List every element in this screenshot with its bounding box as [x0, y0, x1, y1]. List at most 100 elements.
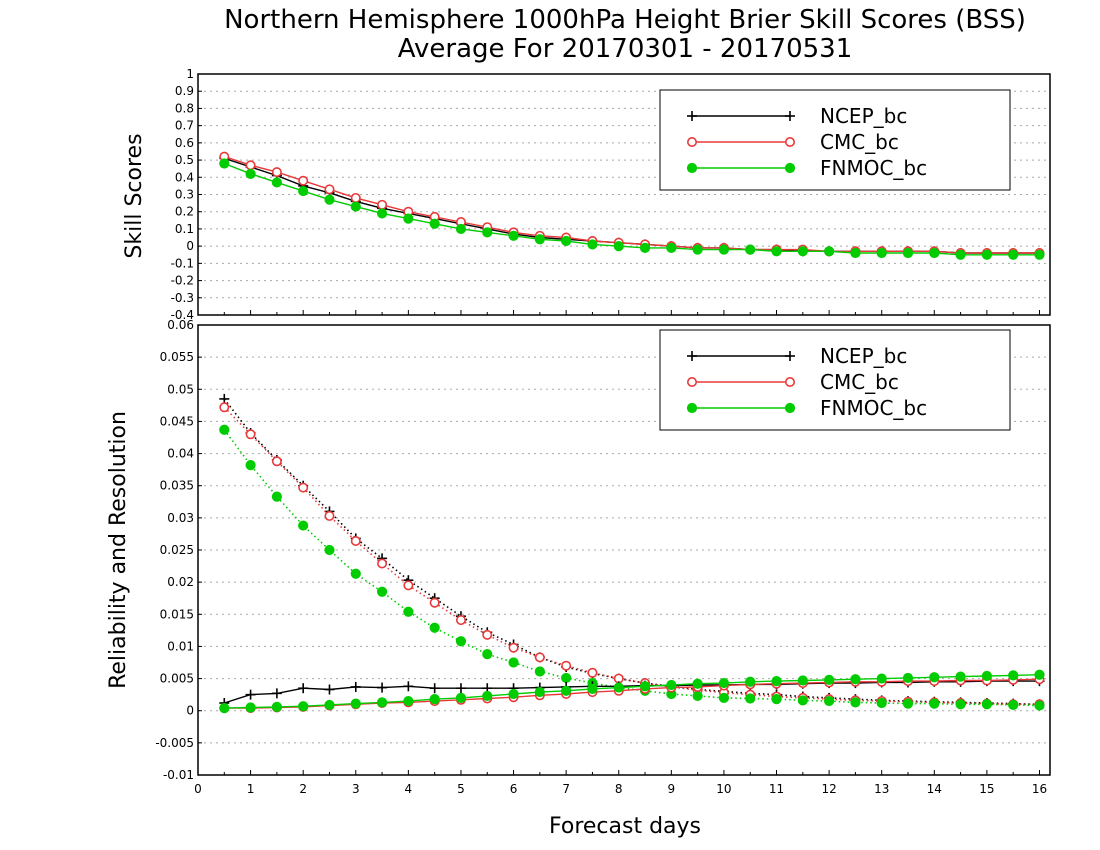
bottom-point-FNMOC_bc	[561, 672, 572, 684]
bottom-point-FNMOC_bc	[745, 676, 756, 687]
top-y-tick-label: 0.6	[175, 136, 194, 150]
top-legend-label-FNMOC_bc: FNMOC_bc	[820, 156, 927, 180]
bottom-point-CMC_bc	[482, 629, 493, 640]
bottom-point-FNMOC_bc	[403, 606, 414, 617]
bottom-legend-marker-NCEP_bc	[687, 351, 697, 361]
top-point-FNMOC_bc	[718, 244, 730, 255]
bottom-point-FNMOC_bc	[298, 701, 309, 712]
top-point-FNMOC_bc	[929, 247, 940, 259]
bottom-point-NCEP_bc	[219, 393, 230, 404]
bottom-point-NCEP_bc	[403, 681, 414, 692]
x-axis-label: Forecast days	[549, 814, 701, 839]
bottom-line-FNMOC_bc	[224, 674, 1040, 709]
top-y-tick-label: 0.4	[175, 170, 194, 184]
bottom-y-tick-label: -0.005	[155, 736, 194, 750]
bottom-series-CMC_bc-resolution	[219, 402, 1045, 710]
top-legend-box	[659, 89, 1011, 191]
bottom-legend-box	[659, 329, 1011, 431]
bottom-point-NCEP_bc	[245, 689, 256, 700]
top-legend-marker-NCEP_bc	[785, 111, 795, 121]
bottom-point-FNMOC_bc	[876, 673, 887, 684]
top-legend-marker-FNMOC_bc	[686, 162, 698, 174]
bottom-point-FNMOC_bc	[797, 675, 808, 686]
top-y-axis-label: Skill Scores	[122, 133, 147, 258]
bottom-point-FNMOC_bc	[376, 586, 388, 597]
bottom-point-FNMOC_bc	[403, 695, 414, 707]
bottom-point-CMC_bc	[324, 510, 335, 521]
top-y-tick-label: 0.3	[175, 188, 194, 202]
bottom-legend-label-NCEP_bc: NCEP_bc	[820, 344, 907, 368]
bottom-y-tick-label: 0.02	[167, 575, 194, 589]
bottom-point-FNMOC_bc	[718, 692, 730, 703]
bottom-point-FNMOC_bc	[824, 695, 835, 707]
top-point-CMC_bc	[350, 192, 361, 203]
bottom-point-FNMOC_bc	[508, 688, 519, 700]
bottom-point-FNMOC_bc	[850, 697, 861, 708]
top-point-FNMOC_bc	[403, 213, 414, 224]
bottom-legend-label-CMC_bc: CMC_bc	[820, 370, 899, 394]
chart-subtitle: Average For 20170301 - 20170531	[398, 34, 853, 64]
top-point-FNMOC_bc	[692, 244, 703, 255]
bottom-point-FNMOC_bc	[455, 692, 467, 703]
bottom-x-tick-label: 7	[562, 782, 570, 796]
top-point-FNMOC_bc	[324, 194, 335, 205]
bottom-point-FNMOC_bc	[429, 622, 440, 633]
top-point-FNMOC_bc	[613, 241, 624, 252]
top-legend-label-CMC_bc: CMC_bc	[820, 130, 899, 154]
bottom-point-FNMOC_bc	[718, 677, 730, 689]
top-point-CMC_bc	[377, 199, 388, 210]
bottom-point-CMC_bc	[534, 652, 545, 663]
bottom-point-FNMOC_bc	[324, 544, 335, 556]
bottom-point-FNMOC_bc	[613, 682, 624, 693]
top-y-tick-label: 0.5	[175, 153, 194, 167]
bottom-point-FNMOC_bc	[824, 674, 835, 685]
bottom-point-FNMOC_bc	[350, 568, 361, 579]
top-point-FNMOC_bc	[245, 168, 256, 179]
top-y-tick-label: -0.4	[171, 308, 194, 322]
bottom-y-tick-label: -0.01	[163, 768, 194, 782]
top-point-FNMOC_bc	[902, 247, 914, 259]
bottom-point-FNMOC_bc	[376, 697, 388, 708]
bottom-point-FNMOC_bc	[745, 693, 756, 704]
bottom-point-FNMOC_bc	[219, 424, 230, 435]
top-point-FNMOC_bc	[219, 158, 230, 169]
bottom-point-FNMOC_bc	[797, 695, 808, 706]
bottom-point-FNMOC_bc	[534, 686, 545, 698]
top-y-tick-label: 0.8	[175, 101, 194, 115]
top-point-FNMOC_bc	[350, 201, 361, 212]
bottom-point-CMC_bc	[403, 580, 414, 591]
top-point-CMC_bc	[245, 160, 256, 171]
bottom-plot-frame	[197, 324, 1051, 776]
top-y-tick-label: 0.7	[175, 119, 194, 133]
bottom-y-axis-label: Reliability and Resolution	[106, 411, 131, 689]
top-point-FNMOC_bc	[876, 247, 887, 259]
bottom-series-FNMOC_bc-resolution	[219, 424, 1045, 711]
top-y-tick-label: 0.1	[175, 222, 194, 236]
top-point-FNMOC_bc	[455, 223, 467, 235]
top-point-FNMOC_bc	[429, 218, 440, 229]
bottom-point-FNMOC_bc	[771, 676, 782, 687]
bottom-x-tick-label: 9	[668, 782, 676, 796]
bottom-point-FNMOC_bc	[876, 697, 887, 709]
bottom-point-FNMOC_bc	[245, 460, 256, 471]
bottom-point-FNMOC_bc	[219, 703, 230, 714]
bottom-x-tick-label: 15	[979, 782, 994, 796]
top-point-FNMOC_bc	[534, 234, 545, 245]
bottom-point-CMC_bc	[271, 456, 282, 467]
top-legend-label-NCEP_bc: NCEP_bc	[820, 104, 907, 128]
bottom-point-CMC_bc	[508, 642, 519, 653]
bottom-legend-marker-FNMOC_bc	[686, 402, 698, 414]
bottom-point-FNMOC_bc	[561, 685, 572, 696]
bottom-point-CMC_bc	[245, 429, 256, 440]
top-legend-marker-FNMOC_bc	[784, 162, 796, 174]
bottom-point-FNMOC_bc	[508, 657, 519, 668]
bottom-y-tick-label: 0.01	[167, 639, 194, 653]
bottom-point-NCEP_bc	[324, 684, 335, 695]
bottom-series-CMC_bc-reliability	[219, 674, 1045, 714]
bottom-point-FNMOC_bc	[955, 671, 966, 682]
bottom-legend-marker-CMC_bc	[784, 376, 795, 387]
bottom-point-CMC_bc	[219, 402, 230, 413]
bottom-point-CMC_bc	[377, 558, 388, 569]
bottom-x-tick-label: 16	[1032, 782, 1047, 796]
